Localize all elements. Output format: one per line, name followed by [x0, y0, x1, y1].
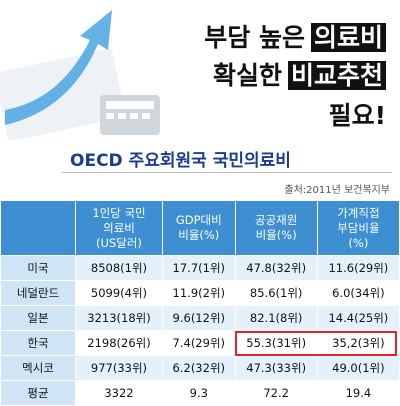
column-header: 가계직접 부담비율 (%) [316, 200, 400, 256]
cell: 5099(4위) [75, 280, 163, 306]
row-label: 네덜란드 [0, 280, 76, 306]
cell: 19.4 [316, 380, 400, 406]
title-line: 부담 높은 의료비 [204, 18, 386, 54]
header-line: 비율(%) [255, 228, 297, 242]
cell: 9.3 [161, 380, 236, 406]
header-line: 비율(%) [178, 228, 220, 242]
header-line: (%) [348, 235, 369, 250]
header-line: 1인당 국민 [92, 205, 146, 220]
header-line: 가계직접 [337, 205, 380, 220]
title-line: 필요! [328, 101, 386, 130]
row-label: 미국 [0, 255, 76, 281]
source: 출처:2011년 보건복지부 [284, 185, 390, 196]
cell: 11.6(29위) [316, 255, 400, 281]
table-row: 일본 3213(18위) 9.6(12위) 82.1(8위) 14.4(25위) [0, 305, 400, 331]
cell: 7.4(29위) [161, 330, 236, 356]
header-line: 공공재원 [255, 213, 298, 227]
row-label: 한국 [0, 330, 76, 356]
row-label: 평균 [0, 380, 76, 406]
row-label: 일본 [0, 305, 76, 331]
cell: 14.4(25위) [316, 305, 400, 331]
cell: 72.2 [234, 380, 318, 406]
cell: 6.2(32위) [161, 355, 236, 381]
table-row: 미국 8508(1위) 17.7(1위) 47.8(32위) 11.6(29위) [0, 255, 400, 281]
cell: 9.6(12위) [161, 305, 236, 331]
cell: 17.7(1위) [161, 255, 236, 281]
subtitle: OECD 주요회원국 국민의료비 [70, 151, 291, 171]
table-row: 평균 3322 9.3 72.2 19.4 [0, 380, 400, 406]
divider [62, 172, 392, 173]
cell: 977(33위) [75, 355, 163, 381]
cell: 82.1(8위) [234, 305, 318, 331]
header-line: 부담비율 [337, 220, 380, 235]
cell: 47.8(32위) [234, 255, 318, 281]
row-label: 멕시코 [0, 355, 76, 381]
cell: 8508(1위) [75, 255, 163, 281]
cell: 49.0(1위) [316, 355, 400, 381]
column-header: 1인당 국민 의료비 (US달러) [75, 200, 163, 256]
table-row: 네덜란드 5099(4위) 11.9(2위) 85.6(1위) 6.0(34위) [0, 280, 400, 306]
header-line: GDP대비 [175, 213, 222, 227]
cell: 35,2(3위) [316, 330, 400, 356]
column-header: 공공재원 비율(%) [234, 200, 318, 256]
column-header: GDP대비 비율(%) [161, 200, 236, 256]
cell: 6.0(34위) [316, 280, 400, 306]
table: 1인당 국민 의료비 (US달러) GDP대비 비율(%) 공공재원 비율(%) 가계직접 부담… [0, 200, 400, 406]
table-row: 한국 2198(26위) 7.4(29위) 55.3(31위) 35,2(3위) [0, 330, 400, 356]
cell: 3213(18위) [75, 305, 163, 331]
corner [0, 200, 76, 256]
highlight-box [235, 330, 397, 356]
decoration [0, 10, 160, 140]
cell: 2198(26위) [75, 330, 163, 356]
title-line: 확실한 비교추천 [213, 56, 386, 92]
table-row: 멕시코 977(33위) 6.2(32위) 47.3(33위) 49.0(1위) [0, 355, 400, 381]
cell: 47.3(33위) [234, 355, 318, 381]
cell: 55.3(31위) [234, 330, 318, 356]
cell: 11.9(2위) [161, 280, 236, 306]
header-line: 의료비 [103, 220, 135, 235]
header-line: (US달러) [96, 235, 142, 250]
cell: 3322 [75, 380, 163, 406]
cell: 85.6(1위) [234, 280, 318, 306]
